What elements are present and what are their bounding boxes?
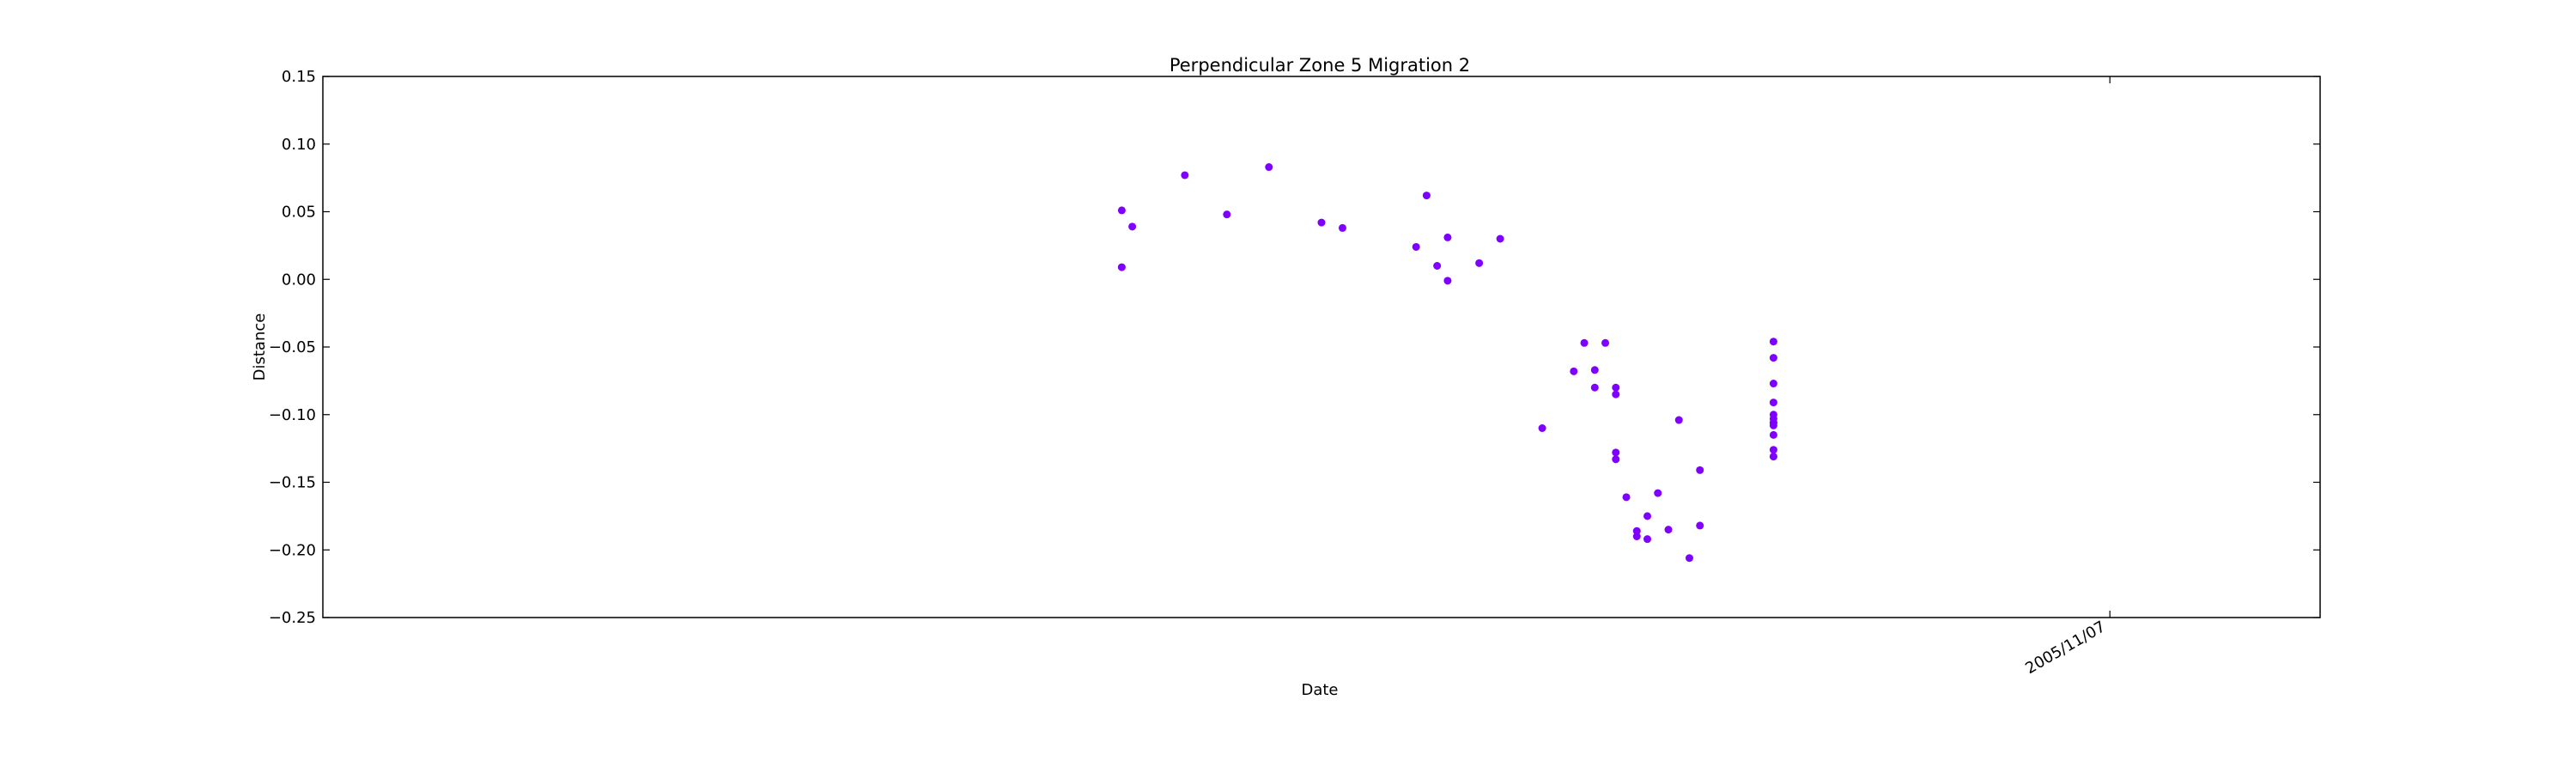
data-point (1117, 263, 1126, 271)
data-point (1696, 466, 1704, 474)
data-point (1769, 354, 1777, 362)
data-point (1612, 383, 1620, 392)
data-point (1433, 262, 1442, 270)
data-point (1443, 233, 1452, 241)
y-axis: 0.15 0.10 0.05 0.00 −0.05 −0.10 −0.15 −0.20 −0.2… (269, 68, 2320, 627)
data-point (1580, 338, 1589, 347)
data-point (1601, 338, 1610, 347)
data-point (1664, 526, 1673, 534)
data-point (1117, 206, 1126, 215)
data-point (1612, 390, 1620, 399)
data-point (1622, 493, 1631, 502)
data-point (1769, 418, 1777, 427)
data-point (1632, 533, 1641, 540)
data-point (1422, 192, 1431, 200)
data-point (1643, 535, 1652, 544)
data-point (1443, 277, 1452, 285)
chart-title: Perpendicular Zone 5 Migration 2 (1170, 55, 1470, 76)
data-point (1128, 222, 1137, 231)
data-point (1223, 210, 1231, 219)
data-point (1632, 526, 1641, 535)
data-point (1769, 430, 1777, 439)
y-tick-label: −0.15 (269, 474, 316, 492)
data-point (1696, 521, 1704, 530)
data-point (1496, 234, 1504, 243)
data-point (1769, 380, 1777, 388)
data-point (1612, 455, 1620, 464)
data-point (1769, 446, 1777, 454)
data-point (1590, 383, 1599, 392)
x-axis-label: Date (1301, 681, 1338, 699)
data-point (1265, 163, 1273, 172)
data-points (1117, 163, 1777, 563)
data-point (1412, 242, 1420, 251)
y-tick-label: 0.05 (282, 204, 316, 222)
y-tick-label: 0.10 (282, 136, 316, 154)
data-point (1769, 453, 1777, 461)
y-tick-label: 0.15 (282, 68, 316, 86)
data-point (1570, 367, 1578, 375)
y-tick-label: −0.20 (269, 541, 316, 559)
data-point (1317, 218, 1326, 227)
data-point (1612, 448, 1620, 457)
y-tick-label: 0.00 (282, 271, 316, 289)
y-tick-label: −0.25 (269, 609, 316, 627)
data-point (1769, 399, 1777, 407)
data-point (1475, 259, 1484, 267)
y-tick-label: −0.05 (269, 338, 316, 356)
y-axis-label: Distance (251, 313, 269, 381)
y-tick-label: −0.10 (269, 406, 316, 424)
data-point (1674, 416, 1683, 424)
data-point (1643, 512, 1652, 520)
data-point (1338, 223, 1346, 232)
data-point (1181, 171, 1189, 180)
data-point (1685, 554, 1693, 563)
data-point (1538, 424, 1546, 432)
data-point (1769, 338, 1777, 346)
data-point (1654, 489, 1662, 497)
data-point (1590, 366, 1599, 374)
